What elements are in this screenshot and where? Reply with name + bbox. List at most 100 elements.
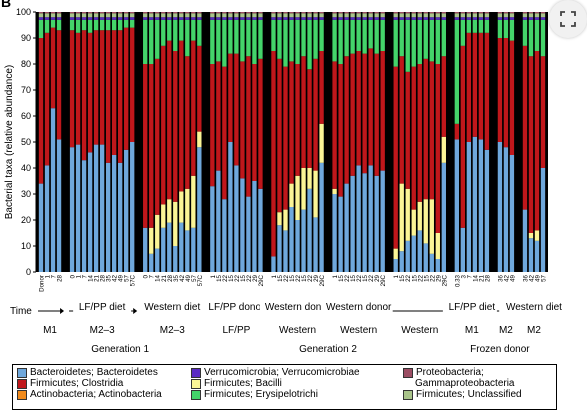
bar-segment [441,12,446,14]
bar-segment [185,230,190,272]
bar-segment [466,19,472,33]
bar-segment [118,17,123,20]
axes: Donor 1 7 28 0 1 7 14 21 28 35 42 49 57 57C 0 7 14 21 28 35 4… [4,7,547,292]
diet-label: Western donor [265,302,331,313]
x-tick-label: 15 [228,274,235,281]
x-tick-label: 28 [57,274,64,281]
bar-segment [81,19,87,31]
bar-segment [155,19,160,59]
bar-segment [528,19,534,57]
bar-segment [161,13,166,18]
bar-segment [38,183,44,272]
bar-segment [283,17,288,20]
bar-segment [411,235,416,272]
bar-segment [167,222,172,272]
bar-segment [277,13,282,18]
x-tick-label: 21 [161,274,168,281]
y-tick-label: 0 [26,267,31,277]
bar-segment [75,144,81,272]
bar-segment [319,162,324,272]
bar-segment [167,40,172,200]
bar-segment [289,183,294,207]
bar-segment [503,38,509,148]
bar-segment [497,38,503,142]
bar-segment [161,19,166,46]
diet-label-bg [259,303,336,314]
bar-segment [283,230,288,272]
legend-item-bacilli: Firmicutes; Bacilli [191,378,282,389]
bar-segment [332,19,337,62]
bar-segment [191,12,196,14]
bar-segment [380,12,385,14]
x-tick-label: 15 [277,274,284,281]
bar-segment [130,27,135,143]
bar-segment [399,251,404,272]
bar-segment [362,13,367,18]
bar-segment [179,40,184,192]
bar-segment [435,259,440,272]
bar-segment [87,152,93,272]
bar-segment [216,61,221,171]
bar-segment [185,12,190,14]
bar-segment [75,12,81,14]
bar-segment [356,17,361,20]
x-tick-label: 7 [82,274,89,278]
y-tick-label: 10 [21,241,31,251]
x-tick-label: 42 [112,274,119,281]
legend-label: Actinobacteria; Actinobacteria [30,389,162,400]
bar-segment [460,19,466,46]
bar-segment [466,12,472,14]
expand-button[interactable] [549,0,587,38]
bar-segment [69,30,75,148]
bar-segment [234,17,239,20]
bar-segment [240,13,245,18]
x-tick-label: 15 [301,274,308,281]
bar-segment [454,12,459,14]
diet-label-bg [320,303,397,314]
bar-segment [332,17,337,20]
bar-segment [93,19,99,31]
bar-segment [497,12,503,14]
bar-segment [460,227,466,272]
bar-segment [228,53,233,142]
bar-segment [540,168,546,272]
bar-segment [295,12,300,14]
bar-segment [350,53,355,176]
bar-segment [405,12,410,14]
bar-segment [509,40,515,155]
bar-segment [173,201,178,246]
bar-segment [484,19,490,33]
phase-label: M2 [499,325,513,336]
bar-segment [522,209,528,272]
bar-segment [258,58,263,189]
x-tick-label: 29 [435,274,442,281]
bar-segment [130,17,135,20]
bar-segment [362,173,367,272]
legend-swatch [17,368,27,378]
bar-segment [429,19,434,62]
phase-label: Western [279,325,316,336]
bar-segment [44,17,50,20]
x-tick-label: 22 [368,274,375,281]
bar-segment [399,56,404,184]
bar-segment [99,13,105,18]
time-arrow-head [60,308,65,314]
bar-segment [234,19,239,54]
x-tick-label: 28 [100,274,107,281]
bar-segment [155,248,160,272]
bar-segment [149,17,154,20]
x-tick-label: 35 [106,274,113,281]
bar-segment [301,17,306,20]
x-tick-label: 0 [143,274,150,278]
bar-segment [210,19,215,64]
bar-segment [466,32,472,142]
bar-segment [161,12,166,14]
phase-label: LF/PP [223,325,251,336]
bar-segment [319,19,324,51]
bar-segment [130,12,135,14]
bar-segment [111,12,117,14]
bar-segment [105,30,111,163]
bar-segment [399,13,404,18]
x-tick-label: 28 [167,274,174,281]
bar-segment [38,12,44,14]
